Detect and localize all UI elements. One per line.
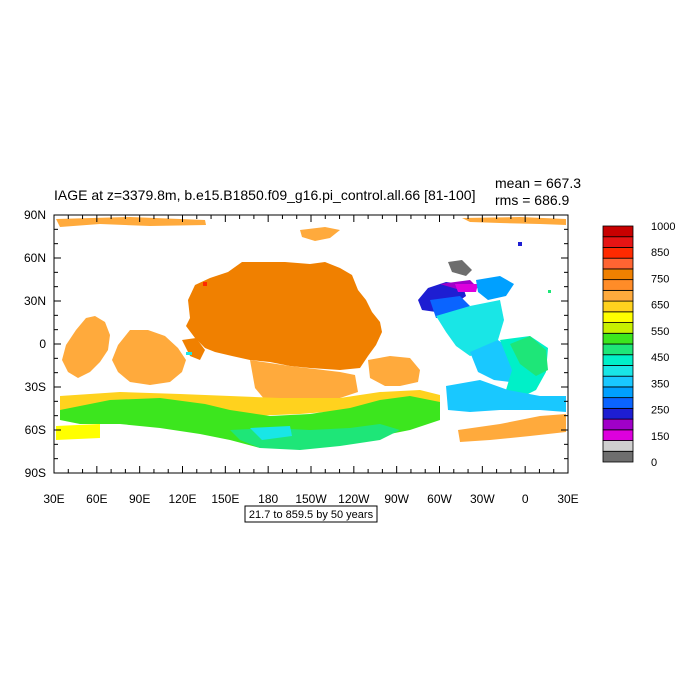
lat-label: 90N [24,208,46,222]
southern-ocean-cyan-patch [250,426,292,440]
mean-label: mean = 667.3 [495,175,581,191]
colorbar-label: 350 [651,378,669,390]
colorbar-swatch [602,429,634,441]
colorbar-swatch [602,257,634,270]
lon-label: 90W [384,492,409,506]
south-pacific-east [368,356,420,386]
lon-label: 30E [43,492,64,506]
lon-label: 120E [168,492,196,506]
colorbar-swatch [602,397,634,409]
west-pacific [182,338,205,360]
colorbar-swatch [602,311,634,323]
contour-info-text: 21.7 to 859.5 by 50 years [249,509,374,521]
lon-label: 90E [129,492,150,506]
lon-label: 60W [427,492,452,506]
colorbar-swatch [602,225,634,238]
indian-ocean-west [62,316,110,378]
colorbar-swatch [602,407,634,420]
lon-label: 150E [211,492,239,506]
colorbar-swatch [602,365,634,377]
lat-label: 30N [24,294,46,308]
axis-ticks [53,214,569,474]
colorbar-swatch [602,268,634,281]
atlantic-midlat [436,300,504,356]
colorbar-label: 150 [651,431,669,443]
indian-south-yellow [56,424,100,440]
colorbar-label: 850 [651,247,669,259]
indian-ocean-east [112,330,186,385]
lon-label: 30W [470,492,495,506]
colorbar-swatch [602,440,634,452]
colorbar-labels: 0 150 250 350 450 550 650 750 850 1000 [651,221,675,469]
colorbar-label: 0 [651,457,657,469]
african-margin-green [510,336,548,376]
lat-label: 30S [25,380,46,394]
colorbar-label: 750 [651,273,669,285]
arctic-strip-east [462,217,566,225]
lon-label: 0 [522,492,529,506]
lon-label: 120W [338,492,370,506]
lon-label: 30E [557,492,578,506]
rms-label: rms = 686.9 [495,192,570,208]
colorbar [602,225,634,463]
speckle-cyan [186,352,192,355]
latitude-labels: 90N 60N 30N 0 30S 60S 90S [24,208,46,480]
speckle-green [548,290,551,293]
pacific-basin [186,262,382,370]
speckle-blue [518,242,522,246]
north-atlantic-magenta [455,284,478,292]
lon-label: 60E [86,492,107,506]
colorbar-label: 250 [651,405,669,417]
lon-label: 150W [295,492,327,506]
colorbar-swatch [602,386,634,399]
colorbar-swatch [602,375,634,388]
colorbar-swatch [602,450,634,463]
lon-label: 180 [258,492,278,506]
colorbar-swatch [602,236,634,248]
contour-info-box [244,505,378,523]
longitude-labels: 30E 60E 90E 120E 150E 180 150W 120W 90W 60W 30W 0 30… [43,492,578,506]
colorbar-label: 1000 [651,221,675,233]
colorbar-label: 450 [651,352,669,364]
plot-title: IAGE at z=3379.8m, b.e15.B1850.f09_g16.p… [54,187,475,203]
colorbar-swatch [602,343,634,356]
greenland-sea-grey [448,260,472,276]
north-atlantic-east [476,276,514,300]
colorbar-swatch [602,300,634,313]
south-pacific [250,360,358,404]
colorbar-swatch [602,332,634,345]
colorbar-swatch [602,418,634,431]
colorbar-swatch [602,354,634,366]
arctic-strip-west [56,217,206,227]
colorbar-swatch [602,279,634,291]
colorbar-label: 650 [651,300,669,312]
south-atlantic-bottom [458,414,566,442]
lat-label: 60S [25,423,46,437]
colorbar-label: 550 [651,326,669,338]
speckle-red [203,282,207,286]
lat-label: 90S [25,466,46,480]
lat-label: 60N [24,251,46,265]
colorbar-swatch [602,322,634,334]
colorbar-swatch [602,289,634,302]
colorbar-swatch [602,247,634,259]
arctic-strip-mid [300,227,340,241]
map-field [56,217,566,450]
lat-label: 0 [39,337,46,351]
south-atlantic-cyan [446,380,566,412]
